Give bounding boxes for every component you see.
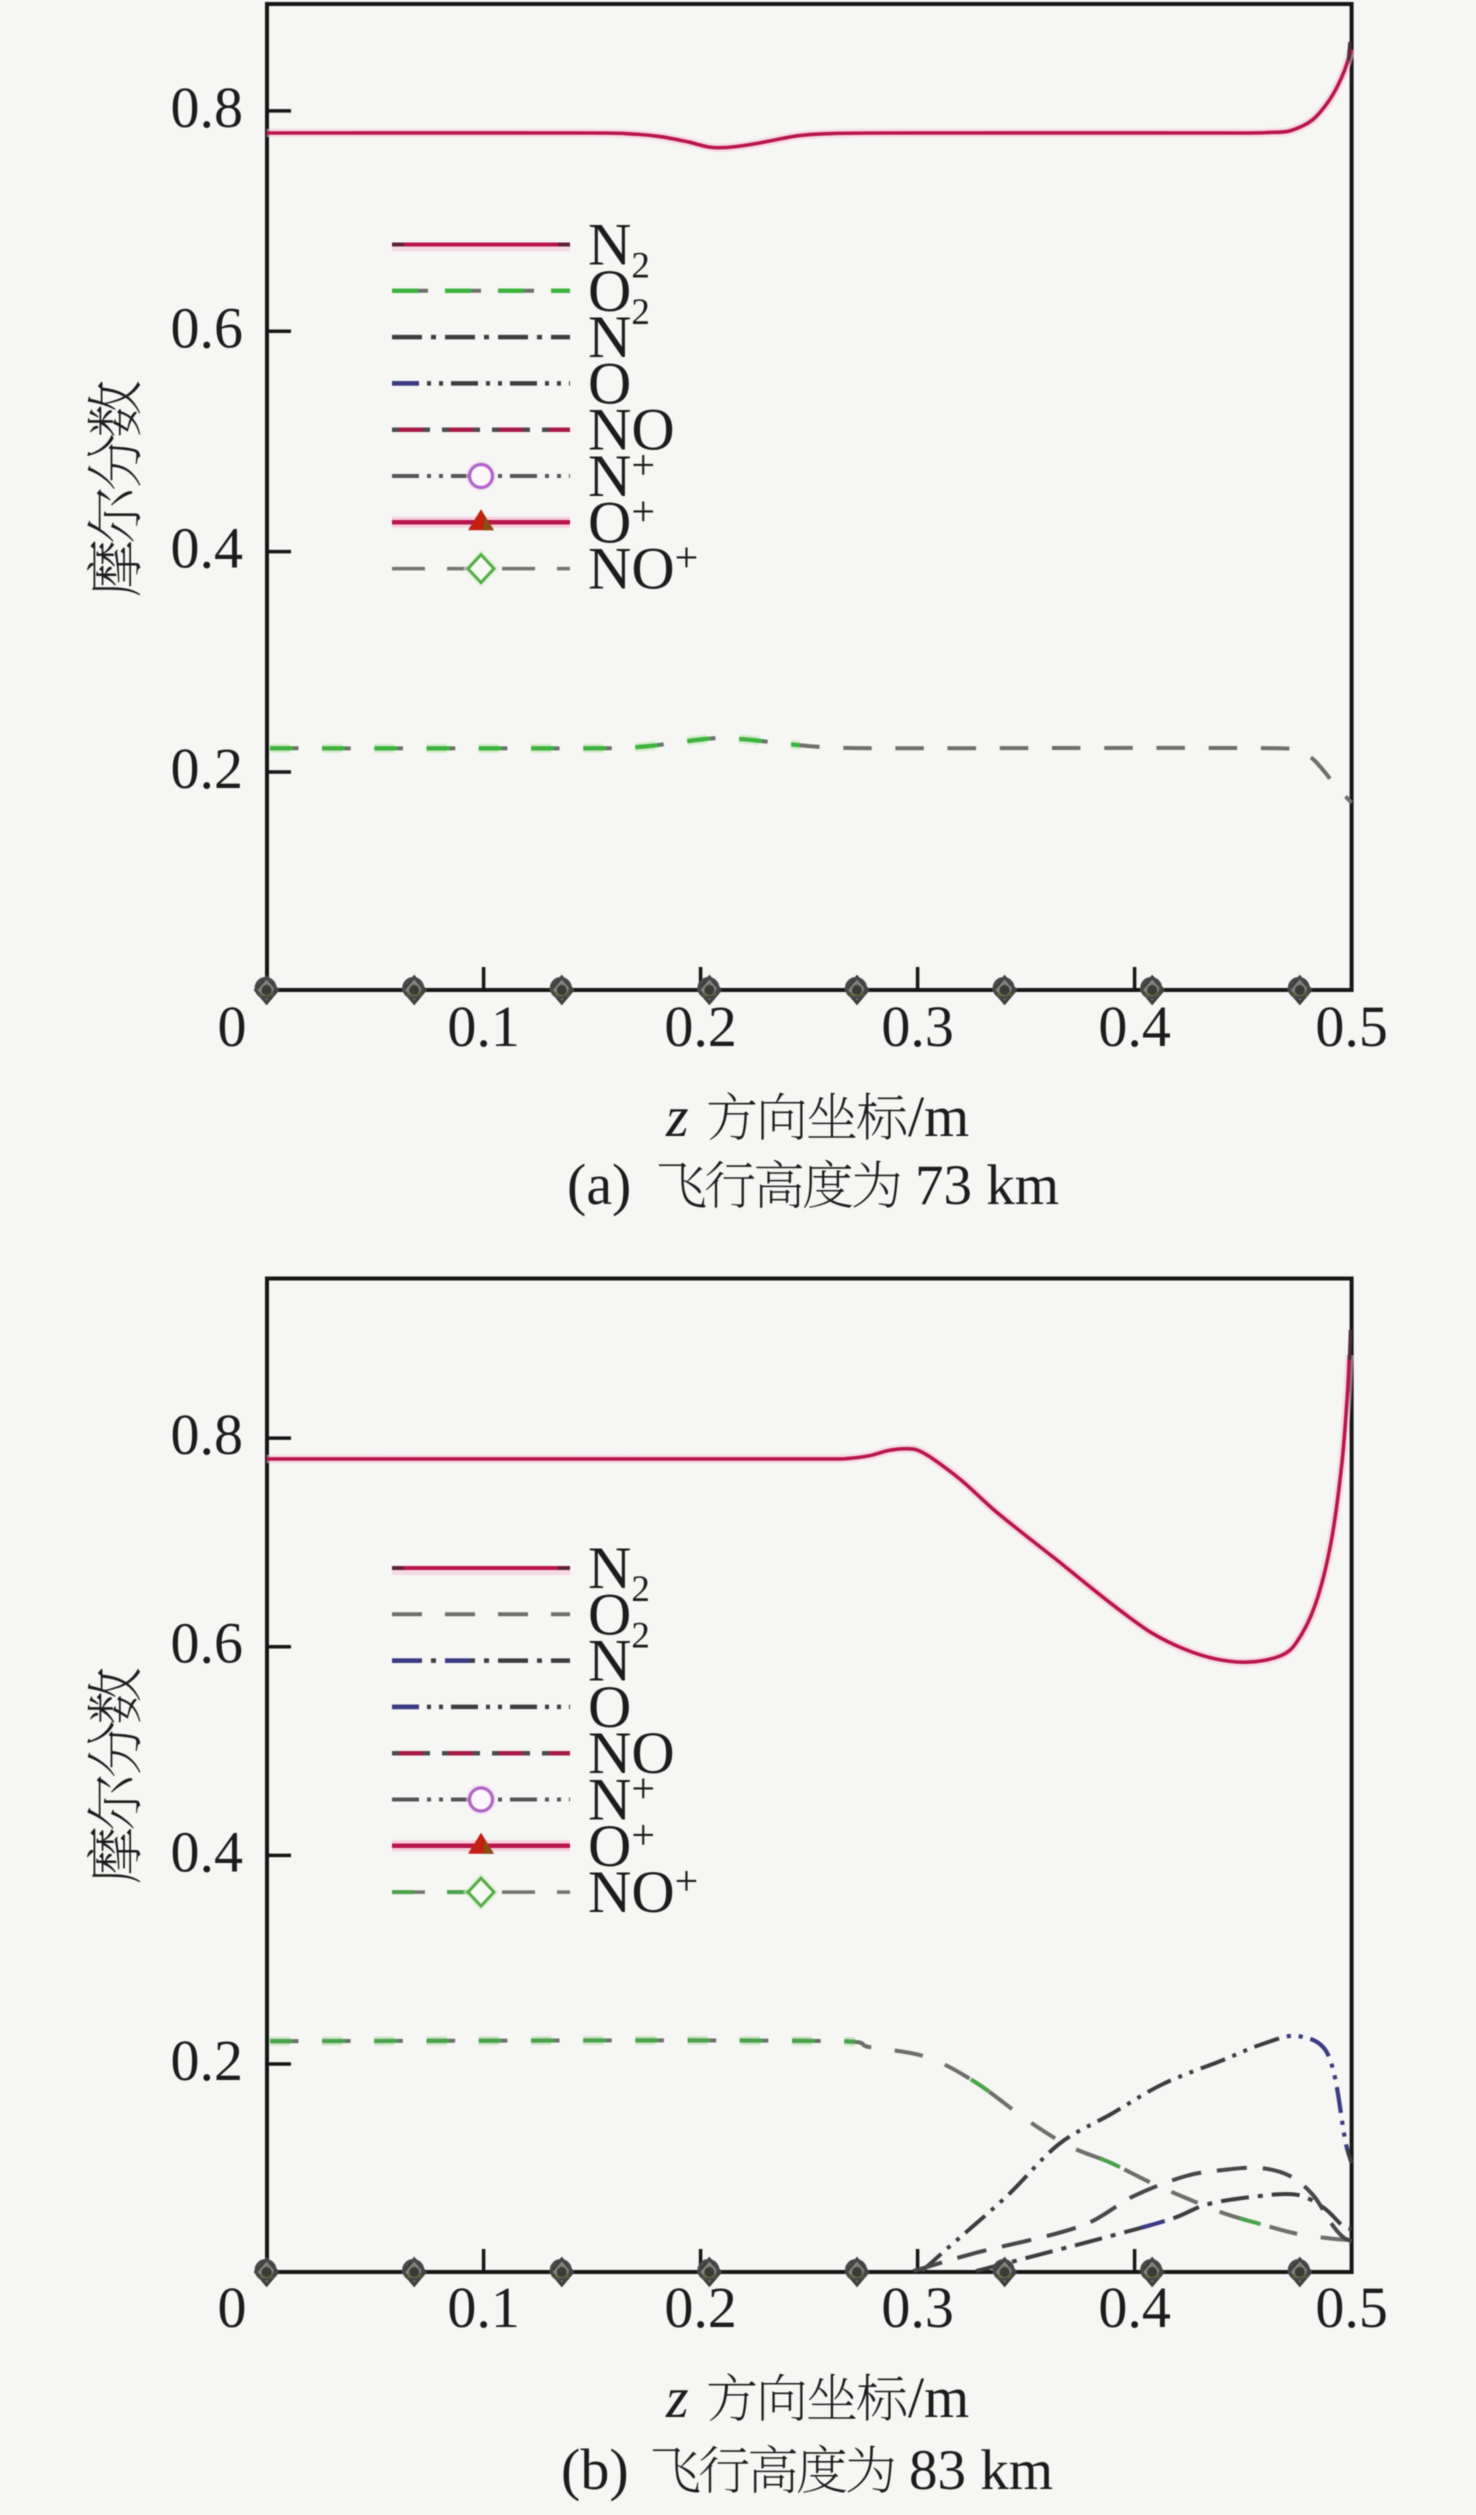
svg-text:0: 0 — [218, 994, 247, 1059]
svg-text:z: z — [665, 2365, 689, 2430]
svg-text:N: N — [588, 304, 631, 370]
svg-text:0.4: 0.4 — [171, 1819, 244, 1884]
svg-text:73 km: 73 km — [915, 1154, 1059, 1217]
svg-text:0.1: 0.1 — [447, 2275, 520, 2340]
svg-text:0.8: 0.8 — [171, 1402, 244, 1467]
svg-text:0.8: 0.8 — [171, 75, 244, 140]
svg-text:0: 0 — [218, 2275, 247, 2340]
svg-text:z: z — [665, 1084, 689, 1149]
svg-text:0.3: 0.3 — [881, 2275, 954, 2340]
svg-text:(a): (a) — [567, 1152, 631, 1217]
svg-text:(b): (b) — [561, 2437, 629, 2502]
svg-text:NO: NO — [588, 1720, 675, 1786]
svg-text:0.4: 0.4 — [1098, 994, 1171, 1059]
svg-text:0.2: 0.2 — [664, 2275, 737, 2340]
svg-text:NO+: NO+ — [588, 536, 698, 602]
svg-text:0.2: 0.2 — [171, 2028, 244, 2093]
svg-text:0.2: 0.2 — [664, 994, 737, 1059]
svg-text:0.5: 0.5 — [1315, 2275, 1388, 2340]
svg-text:0.2: 0.2 — [171, 736, 244, 801]
svg-text:0.3: 0.3 — [881, 994, 954, 1059]
svg-text:O: O — [588, 350, 631, 416]
svg-text:O: O — [588, 1674, 631, 1740]
svg-text:N: N — [588, 1628, 631, 1694]
svg-text:0.1: 0.1 — [447, 994, 520, 1059]
svg-text:NO: NO — [588, 397, 675, 463]
svg-text:0.5: 0.5 — [1315, 994, 1388, 1059]
svg-text:/m: /m — [908, 1084, 969, 1149]
svg-text:0.6: 0.6 — [171, 1611, 244, 1676]
svg-text:0.4: 0.4 — [1098, 2275, 1171, 2340]
svg-text:83 km: 83 km — [909, 2439, 1053, 2502]
svg-text:/m: /m — [908, 2365, 969, 2430]
svg-text:0.4: 0.4 — [171, 516, 244, 581]
svg-text:0.6: 0.6 — [171, 295, 244, 360]
